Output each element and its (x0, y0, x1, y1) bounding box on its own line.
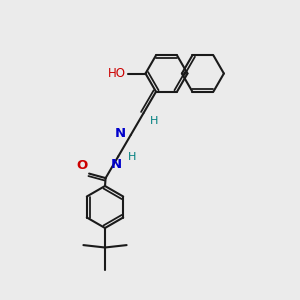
Text: N: N (115, 127, 126, 140)
Text: HO: HO (108, 67, 126, 80)
Text: H: H (150, 116, 158, 126)
Text: H: H (128, 152, 136, 162)
Text: N: N (111, 158, 122, 171)
Text: O: O (76, 159, 88, 172)
